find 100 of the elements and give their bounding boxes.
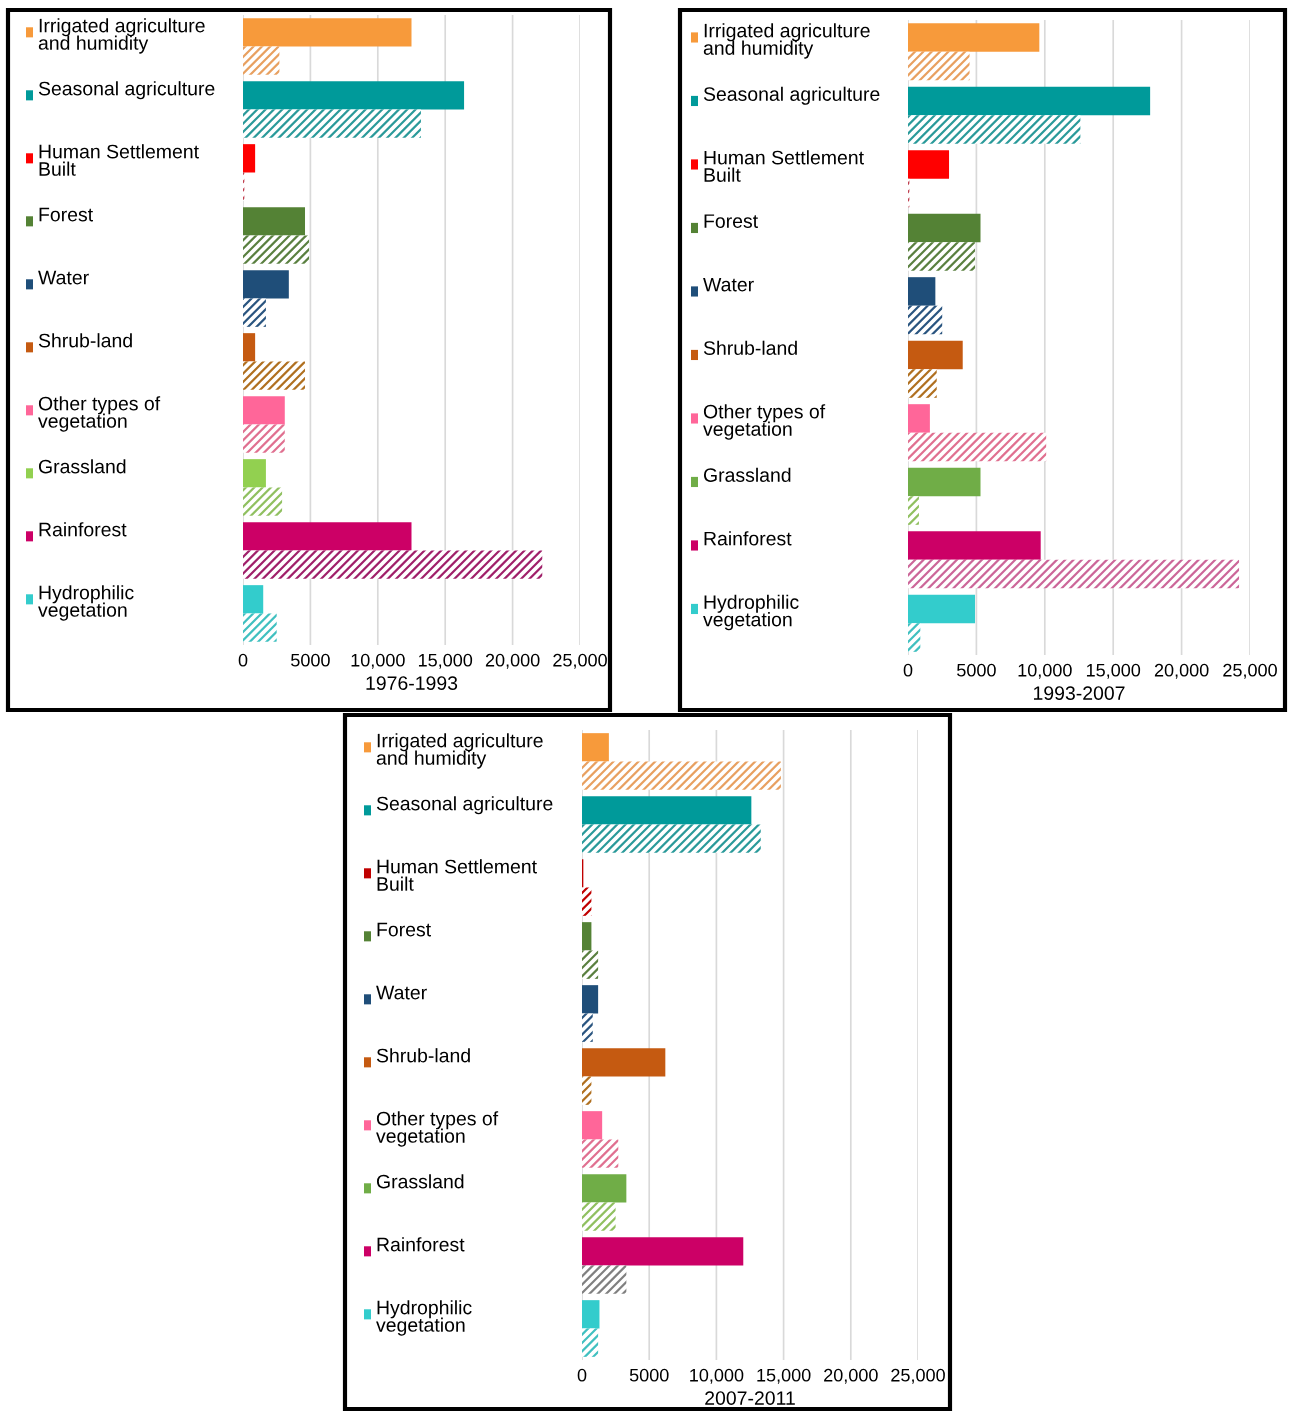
y-tick-label: Rainforest [377,1237,465,1252]
bar [908,340,963,370]
y-tick-label: Shrub-land [38,333,132,348]
x-axis-title: 1976-1993 [366,676,458,690]
bar [582,1265,627,1294]
bar [243,333,256,362]
bar [908,213,981,243]
bar [582,733,609,762]
bar [582,824,761,853]
x-tick-label: 5000 [291,653,330,667]
bar [908,86,1151,116]
bar [582,796,752,825]
bar [908,404,930,433]
bar [908,559,1240,589]
y-tick-label: Seasonal agriculture [38,81,215,100]
x-tick-label: 15,000 [757,1368,811,1384]
bar [908,594,976,624]
x-tick-label: 25,000 [1223,663,1277,679]
y-tick-label: Water [376,985,427,1000]
x-tick-label: 0 [903,663,913,677]
bar [582,1013,593,1042]
bar [243,207,306,236]
y-tick-label: Water [38,270,89,285]
y-tick-label: Shrub-land [376,1048,470,1063]
bar [908,51,970,81]
bar [908,531,1041,560]
x-tick-label: 25,000 [891,1368,945,1384]
bar [582,761,781,790]
bar [243,424,285,453]
x-axis-title: 2007-2011 [705,1391,795,1405]
bar [582,922,592,951]
y-tick-label: Forest [377,922,431,937]
x-tick-label: 20,000 [1154,663,1209,679]
y-tick-label: Human Settlement Built [377,859,537,891]
x-tick-label: 20,000 [485,653,540,669]
bar [582,1076,592,1105]
bar [243,235,310,264]
bar [582,1237,744,1266]
y-tick-label: Forest [39,207,93,222]
y-tick-label: Water [703,277,754,292]
y-tick-label: Forest [704,214,758,228]
bar [243,81,465,110]
x-tick-label: 5000 [629,1368,669,1382]
x-tick-label: 15,000 [1086,663,1141,679]
y-tick-label: Hydrophilic vegetation [38,585,134,621]
y-tick-label: Irrigated agriculture and humidity [703,23,870,59]
bar [243,396,285,425]
y-tick-label: Human Settlement Built [39,144,199,176]
x-tick-label: 20,000 [824,1368,878,1384]
bar [582,1111,603,1140]
y-tick-label: Rainforest [39,522,127,537]
y-tick-label: Other types of vegetation [703,404,826,440]
bar [243,613,277,642]
bar [908,277,936,306]
bar [243,522,412,551]
y-tick-label: Hydrophilic vegetation [376,1300,472,1336]
bar [582,1328,599,1357]
y-tick-label: Irrigated agriculture and humidity [376,733,543,769]
bar [582,950,599,979]
bar [908,432,1047,462]
bar [243,46,280,75]
y-tick-label: Irrigated agriculture and humidity [38,18,205,54]
bar [243,298,266,327]
y-tick-label: Other types of vegetation [38,396,161,432]
bar [582,1139,619,1168]
x-tick-label: 0 [238,653,248,667]
y-tick-label: Shrub-land [703,340,797,355]
bar [582,985,599,1014]
y-tick-label: Other types of vegetation [376,1111,499,1147]
bar [582,1202,616,1231]
y-tick-label: Seasonal agriculture [703,86,880,105]
y-tick-label: Human Settlement Built [704,150,864,182]
bar [908,623,921,652]
bar [243,459,266,488]
bar [243,487,283,516]
bar [908,369,937,398]
y-tick-label: Rainforest [704,531,792,546]
bar [908,23,1040,52]
bar [908,150,950,179]
bar [908,115,1081,144]
bar [908,496,919,525]
x-tick-label: 25,000 [553,653,607,669]
bar [908,242,976,271]
y-tick-label: Grassland [703,467,791,482]
y-tick-label: Seasonal agriculture [376,796,553,815]
x-tick-label: 0 [577,1368,587,1382]
x-tick-label: 10,000 [1018,663,1072,679]
y-tick-label: Grassland [38,459,126,474]
x-tick-label: 15,000 [418,653,473,669]
bar [243,270,289,299]
x-tick-label: 10,000 [690,1368,744,1384]
bar [243,109,421,138]
y-tick-label: Grassland [376,1174,464,1189]
x-tick-label: 5000 [957,663,996,677]
bar [908,467,981,497]
bar [582,1300,600,1329]
bar [243,361,306,390]
bar [243,550,543,579]
x-tick-label: 10,000 [351,653,405,669]
bar [908,305,943,335]
